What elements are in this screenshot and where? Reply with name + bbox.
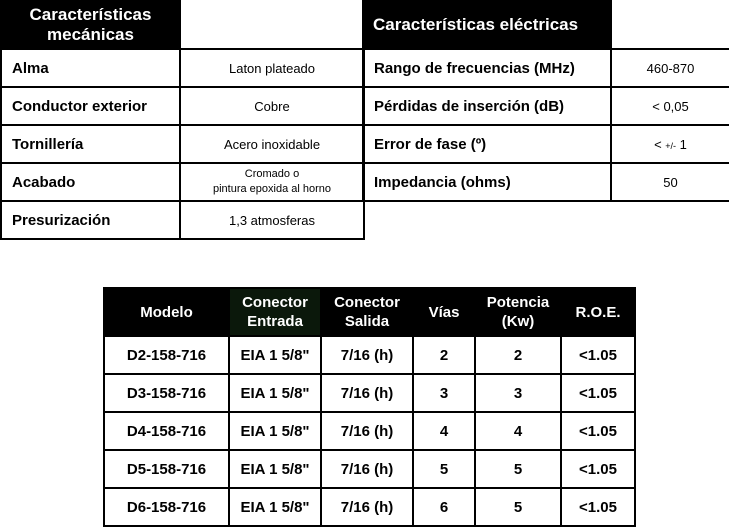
- table-row: Presurización 1,3 atmosferas: [0, 200, 365, 240]
- table-cell: D6-158-716: [103, 487, 230, 527]
- row-value: Cromado o pintura epoxida al horno: [179, 162, 365, 202]
- value-prefix: <: [654, 136, 666, 152]
- table-cell: <1.05: [560, 373, 636, 413]
- table-cell: 6: [412, 487, 476, 527]
- table-cell: EIA 1 5/8": [228, 449, 322, 489]
- header-line1: Conector: [334, 294, 400, 311]
- table-cell: D4-158-716: [103, 411, 230, 451]
- row-label: Presurización: [0, 200, 181, 240]
- header-line1: Conector: [242, 294, 308, 311]
- header-line2: Entrada: [247, 313, 303, 330]
- header-conector-entrada: Conector Entrada: [228, 287, 322, 337]
- header-conector-salida: Conector Salida: [320, 287, 414, 337]
- table-cell: D5-158-716: [103, 449, 230, 489]
- table-cell: 5: [474, 487, 562, 527]
- header-line2: Salida: [344, 313, 390, 330]
- header-roe: R.O.E.: [560, 287, 636, 337]
- table-cell: <1.05: [560, 449, 636, 489]
- blank-cell: [180, 1, 364, 50]
- table-cell: EIA 1 5/8": [228, 411, 322, 451]
- table-row: Error de fase (º) < +/- 1: [362, 124, 729, 164]
- row-value: 1,3 atmosferas: [179, 200, 365, 240]
- table-cell: EIA 1 5/8": [228, 335, 322, 375]
- blank-cell: [611, 1, 729, 50]
- electrical-title: Características eléctricas: [362, 0, 612, 50]
- electrical-characteristics-table: Características eléctricas Rango de frec…: [362, 0, 729, 202]
- row-value: Laton plateado: [179, 48, 365, 88]
- table-cell: 2: [412, 335, 476, 375]
- table-row: Impedancia (ohms) 50: [362, 162, 729, 202]
- table-row: Acabado Cromado o pintura epoxida al horn…: [0, 162, 365, 202]
- table-row: Pérdidas de inserción (dB) < 0,05: [362, 86, 729, 126]
- row-value: < +/- 1: [610, 124, 729, 164]
- row-label: Alma: [0, 48, 181, 88]
- table-cell: <1.05: [560, 411, 636, 451]
- mechanical-characteristics-table: Características mecánicas Alma Laton plat…: [0, 0, 365, 240]
- value-line2: pintura epoxida al horno: [212, 183, 332, 195]
- mechanical-title-line1: Características: [29, 5, 152, 24]
- row-label: Rango de frecuencias (MHz): [362, 48, 612, 88]
- table-row: Rango de frecuencias (MHz) 460-870: [362, 48, 729, 88]
- table-cell: 3: [474, 373, 562, 413]
- table-cell: 4: [412, 411, 476, 451]
- row-label: Acabado: [0, 162, 181, 202]
- table-row: D6-158-716 EIA 1 5/8" 7/16 (h) 6 5 <1.05: [103, 487, 636, 527]
- table-row: D4-158-716 EIA 1 5/8" 7/16 (h) 4 4 <1.05: [103, 411, 636, 451]
- header-vias: Vías: [412, 287, 476, 337]
- table-cell: 5: [474, 449, 562, 489]
- row-value: < 0,05: [610, 86, 729, 126]
- table-cell: 5: [412, 449, 476, 489]
- row-label: Impedancia (ohms): [362, 162, 612, 202]
- table-cell: EIA 1 5/8": [228, 373, 322, 413]
- table-cell: 7/16 (h): [320, 449, 414, 489]
- table-cell: EIA 1 5/8": [228, 487, 322, 527]
- table-row: Alma Laton plateado: [0, 48, 365, 88]
- header-modelo: Modelo: [103, 287, 230, 337]
- table-cell: 3: [412, 373, 476, 413]
- table-cell: 7/16 (h): [320, 373, 414, 413]
- table-cell: D3-158-716: [103, 373, 230, 413]
- table-cell: <1.05: [560, 487, 636, 527]
- row-value: 460-870: [610, 48, 729, 88]
- table-cell: 2: [474, 335, 562, 375]
- table-cell: 7/16 (h): [320, 335, 414, 375]
- mechanical-title: Características mecánicas: [0, 0, 181, 50]
- header-potencia: Potencia (Kw): [474, 287, 562, 337]
- table-cell: D2-158-716: [103, 335, 230, 375]
- table-cell: 4: [474, 411, 562, 451]
- table-row: Conductor exterior Cobre: [0, 86, 365, 126]
- header-line2: (Kw): [501, 313, 535, 330]
- row-label: Tornillería: [0, 124, 181, 164]
- value-plusminus: +/-: [665, 140, 677, 151]
- table-row: D3-158-716 EIA 1 5/8" 7/16 (h) 3 3 <1.05: [103, 373, 636, 413]
- row-label: Conductor exterior: [0, 86, 181, 126]
- row-value: 50: [610, 162, 729, 202]
- table-cell: 7/16 (h): [320, 411, 414, 451]
- table-row: Tornillería Acero inoxidable: [0, 124, 365, 164]
- header-row: Modelo Conector Entrada Conector Salida Ví…: [103, 287, 636, 337]
- header-line1: Potencia: [486, 294, 550, 311]
- row-value: Acero inoxidable: [179, 124, 365, 164]
- row-value: Cobre: [179, 86, 365, 126]
- row-label: Error de fase (º): [362, 124, 612, 164]
- mechanical-title-line2: mecánicas: [47, 25, 134, 44]
- table-cell: <1.05: [560, 335, 636, 375]
- models-table: Modelo Conector Entrada Conector Salida Ví…: [103, 287, 636, 527]
- value-suffix: 1: [676, 136, 687, 152]
- value-line1: Cromado o: [244, 168, 300, 180]
- table-cell: 7/16 (h): [320, 487, 414, 527]
- table-row: D2-158-716 EIA 1 5/8" 7/16 (h) 2 2 <1.05: [103, 335, 636, 375]
- table-row: D5-158-716 EIA 1 5/8" 7/16 (h) 5 5 <1.05: [103, 449, 636, 489]
- row-label: Pérdidas de inserción (dB): [362, 86, 612, 126]
